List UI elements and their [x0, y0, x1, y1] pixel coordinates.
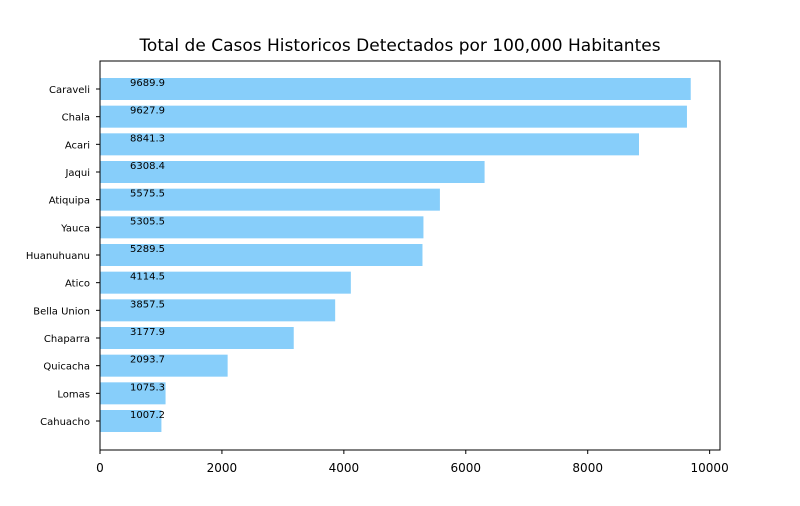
bar-atiquipa: [100, 188, 440, 211]
category-label: Caraveli: [49, 85, 90, 96]
category-label: Acari: [65, 140, 90, 151]
bar-bella-union: [100, 299, 336, 322]
data-label: 3177.9: [130, 327, 165, 338]
category-label: Chaparra: [44, 334, 90, 345]
bar-acari: [100, 133, 639, 156]
bar-caraveli: [100, 78, 691, 100]
bar-jaqui: [100, 161, 485, 183]
plot-frame: [99, 60, 721, 451]
x-tick-label: 2000: [207, 461, 238, 475]
x-tick-label: 0: [96, 461, 104, 475]
category-label: Huanuhuanu: [26, 251, 90, 262]
data-label: 9627.9: [130, 106, 165, 117]
x-tick-label: 8000: [572, 461, 603, 475]
category-label: Chala: [62, 113, 90, 124]
data-label: 5575.5: [130, 189, 165, 200]
data-label: 1075.3: [130, 382, 165, 393]
data-label: 9689.9: [130, 78, 165, 89]
bar-huanuhuanu: [100, 244, 423, 266]
axis-layer: Caraveli Chala Acari Jaqui Atiquipa Yauca Huan…: [26, 85, 729, 475]
bar-atico: [100, 271, 351, 294]
bar-quicacha: [100, 354, 228, 377]
bars-layer: 9689.9 9627.9 8841.3 6308.4 5575.5 5305.5 5289…: [100, 78, 691, 432]
data-label: 5289.5: [130, 244, 165, 255]
x-tick-label: 10000: [691, 461, 729, 475]
category-label: Cahuacho: [40, 417, 90, 428]
data-label: 2093.7: [130, 355, 165, 366]
category-label: Bella Union: [33, 306, 90, 317]
bar-lomas: [100, 382, 166, 405]
data-label: 8841.3: [130, 133, 165, 144]
data-label: 4114.5: [130, 272, 165, 283]
category-label: Yauca: [60, 223, 90, 234]
data-label: 5305.5: [130, 216, 165, 227]
category-label: Atico: [65, 279, 90, 290]
category-label: Lomas: [57, 389, 90, 400]
bar-chala: [100, 105, 687, 128]
data-label: 1007.2: [130, 410, 165, 421]
x-tick-label: 6000: [451, 461, 482, 475]
x-tick-label: 4000: [329, 461, 360, 475]
bar-cahuacho: [100, 410, 162, 432]
bar-chaparra: [100, 327, 294, 349]
bar-yauca: [100, 216, 424, 239]
category-label: Atiquipa: [49, 196, 90, 207]
data-label: 6308.4: [130, 161, 165, 172]
data-label: 3857.5: [130, 299, 165, 310]
chart-title: Total de Casos Historicos Detectados por…: [138, 36, 660, 56]
category-label: Jaqui: [64, 168, 90, 179]
category-label: Quicacha: [43, 362, 90, 373]
